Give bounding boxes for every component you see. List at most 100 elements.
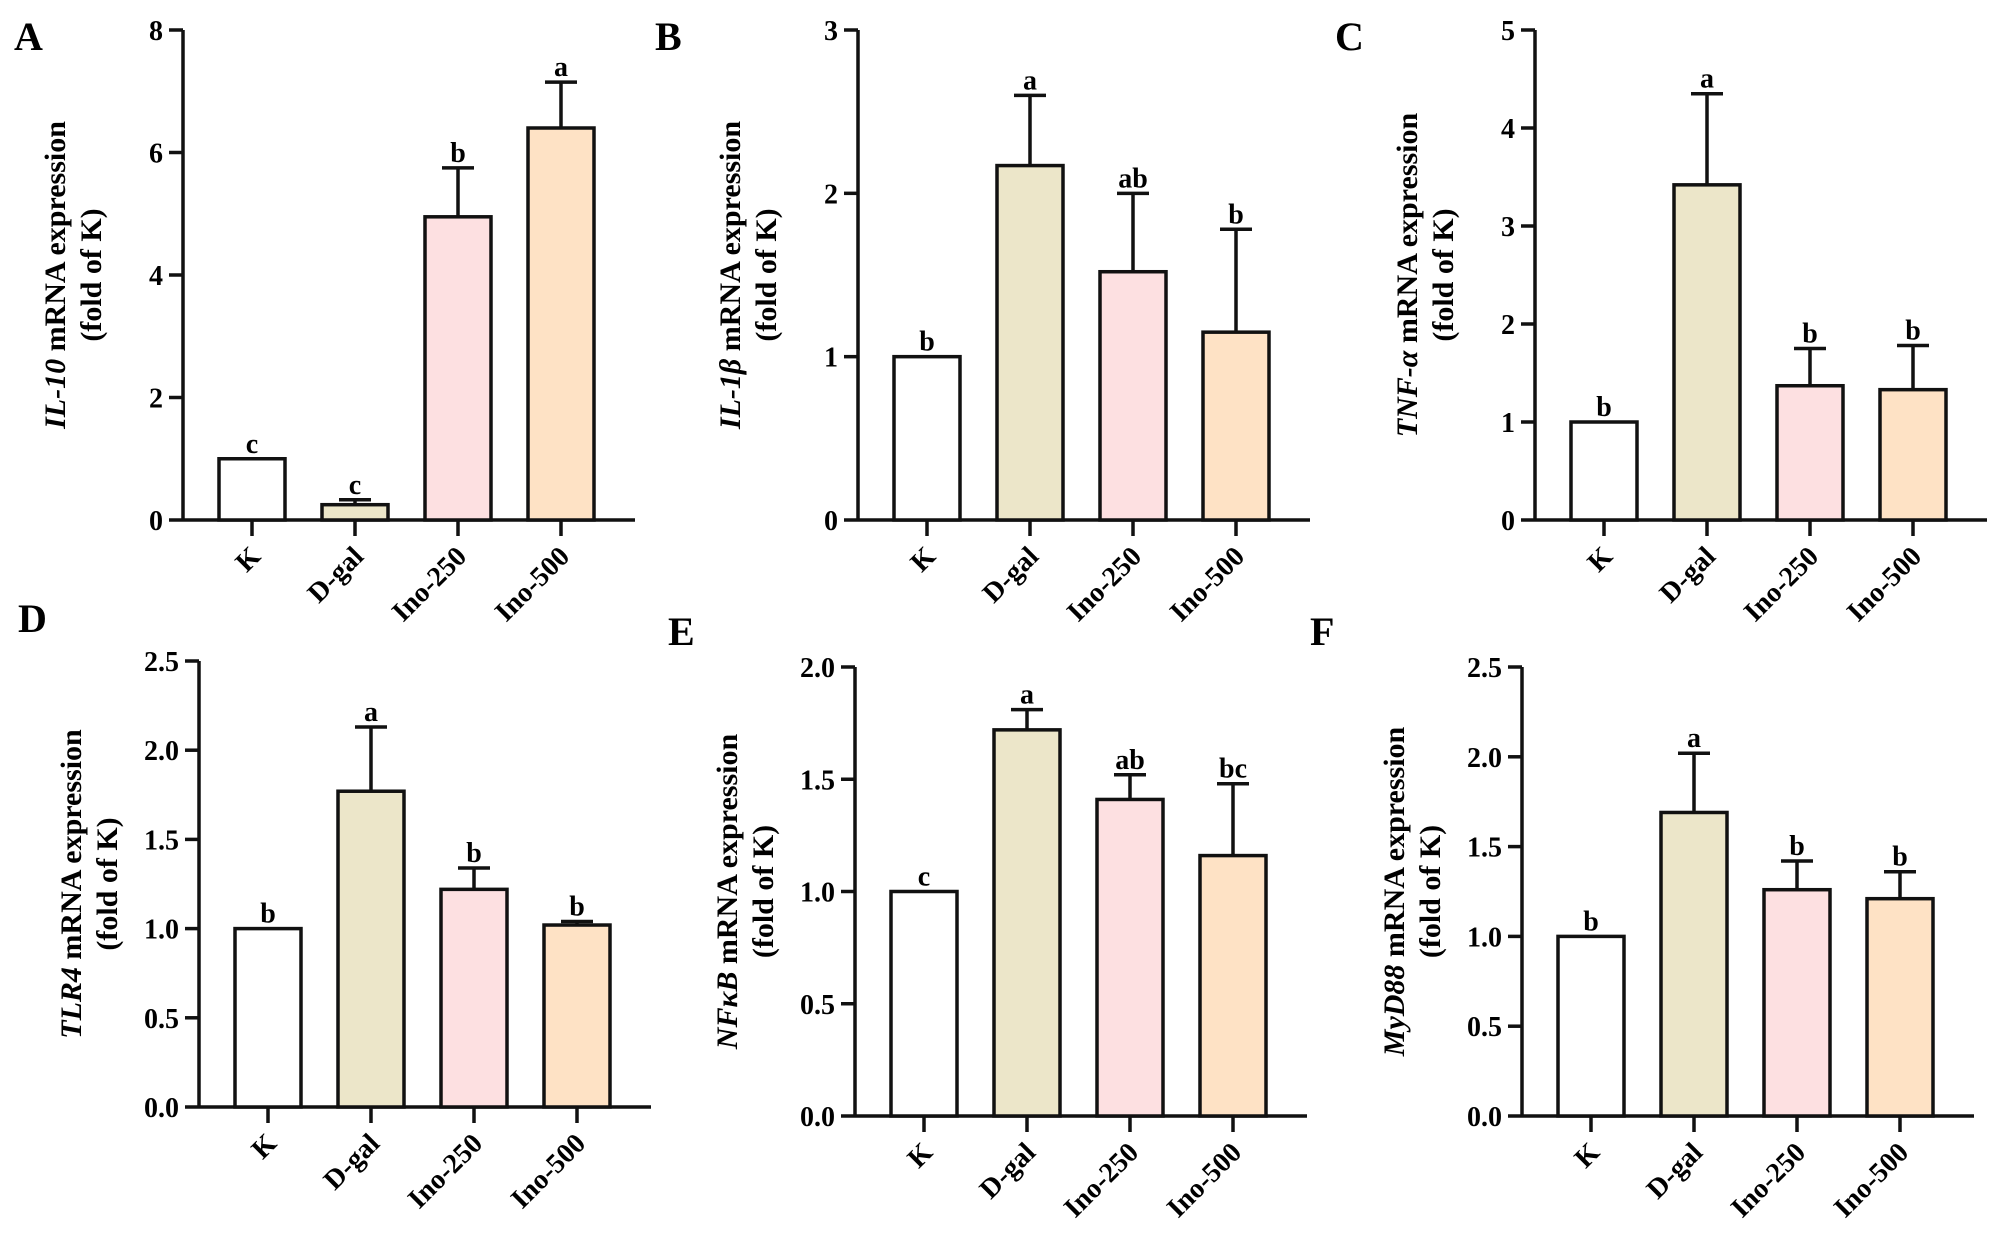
x-tick-label: Ino-500 [1828, 1137, 1915, 1224]
y-tick-label: 0.5 [800, 990, 835, 1021]
y-tick-label: 2 [1501, 310, 1515, 341]
significance-letter: b [1583, 906, 1599, 937]
panel-C: C 0 1 2 3 4 5 TNF-α mRNA expression (fold of K) b… [1335, 14, 1987, 628]
y-axis-label-line2: (fold of K) [750, 208, 783, 341]
panel-label: D [18, 596, 47, 641]
y-tick-label: 0 [149, 506, 163, 537]
significance-letter: b [569, 891, 585, 922]
gene-name: MyD88 [1378, 965, 1411, 1058]
y-tick-label: 0.5 [1467, 1012, 1502, 1043]
panel-label: A [14, 14, 43, 59]
bar-K [889, 889, 959, 1118]
significance-letter: c [246, 429, 258, 460]
x-tick-label: Ino-500 [1164, 541, 1251, 628]
y-tick-label: 0.0 [1467, 1102, 1502, 1133]
y-tick-label: 4 [149, 261, 163, 292]
significance-letter: ab [1115, 745, 1145, 776]
significance-letter: a [364, 697, 378, 728]
bar-Ino-250 [423, 215, 493, 522]
panel-B: B 0 1 2 3 IL-1β mRNA expression (fold of K) b Ka… [655, 14, 1310, 628]
y-tick-label: 0.5 [144, 1004, 179, 1035]
y-tick-label: 1.5 [800, 765, 835, 796]
bar-Ino-500 [526, 126, 596, 522]
significance-letter: a [1023, 65, 1037, 96]
y-tick-label: 2.0 [800, 653, 835, 684]
x-tick-label: K [230, 541, 267, 578]
y-axis-label-line2: (fold of K) [747, 825, 780, 958]
x-tick-label: Ino-500 [505, 1128, 592, 1215]
significance-letter: b [450, 138, 466, 169]
y-tick-label: 0.0 [800, 1102, 835, 1133]
bar-Ino-250 [439, 887, 509, 1109]
y-tick-label: 3 [1501, 212, 1515, 243]
x-tick-label: K [1582, 541, 1619, 578]
significance-letter: c [918, 862, 930, 893]
significance-letter: a [1700, 64, 1714, 95]
significance-letter: c [349, 470, 361, 501]
x-tick-label: Ino-500 [1841, 541, 1928, 628]
y-tick-label: 2.0 [144, 736, 179, 767]
x-tick-label: Ino-250 [402, 1128, 489, 1215]
bar-K [892, 354, 962, 522]
y-axis-label-line2: (fold of K) [1427, 208, 1460, 341]
significance-letter: b [1789, 831, 1805, 862]
y-label-suffix: mRNA expression [1391, 112, 1424, 350]
y-tick-label: 2 [824, 179, 838, 210]
x-tick-label: D-gal [318, 1128, 386, 1196]
bar-Ino-500 [1201, 330, 1271, 522]
y-label-suffix: mRNA expression [1378, 726, 1411, 964]
significance-letter: a [1687, 723, 1701, 754]
bar-D-gal [995, 163, 1065, 522]
significance-letter: b [466, 838, 482, 869]
panel-label: C [1335, 14, 1364, 59]
significance-letter: a [554, 52, 568, 83]
y-tick-label: 4 [1501, 114, 1515, 145]
gene-name: TLR4 [55, 967, 88, 1039]
bar-D-gal [320, 502, 390, 522]
y-tick-label: 2 [149, 384, 163, 415]
panel-label: F [1310, 609, 1334, 654]
gene-name: NFκB [711, 972, 744, 1051]
x-tick-label: Ino-250 [1725, 1137, 1812, 1224]
gene-name: TNF-α [1391, 350, 1424, 437]
x-tick-label: D-gal [302, 541, 370, 609]
y-axis-label: TLR4 mRNA expression [55, 729, 88, 1039]
y-axis-label: NFκB mRNA expression [711, 734, 744, 1051]
x-tick-label: K [1569, 1137, 1606, 1174]
x-tick-label: D-gal [977, 541, 1045, 609]
panel-E: E 0.0 0.5 1.0 1.5 2.0 NFκB mRNA expression (fol… [668, 609, 1307, 1224]
x-tick-label: D-gal [1654, 541, 1722, 609]
y-tick-label: 1.0 [800, 878, 835, 909]
y-tick-label: 1 [1501, 408, 1515, 439]
y-tick-label: 0 [824, 506, 838, 537]
bar-Ino-250 [1762, 887, 1832, 1118]
panel-A: A 0 2 4 6 8 IL-10 mRNA expression (fold of K) c K… [14, 14, 635, 628]
y-tick-label: 5 [1501, 16, 1515, 47]
significance-letter: b [1905, 316, 1921, 347]
y-axis-label: IL-1β mRNA expression [714, 121, 747, 430]
y-tick-label: 0 [1501, 506, 1515, 537]
panel-label: B [655, 14, 682, 59]
y-tick-label: 1.0 [144, 915, 179, 946]
x-tick-label: D-gal [974, 1137, 1042, 1205]
y-axis-label-line2: (fold of K) [75, 208, 108, 341]
x-tick-label: K [246, 1128, 283, 1165]
bar-Ino-250 [1098, 269, 1168, 522]
bar-Ino-250 [1775, 383, 1845, 522]
y-label-suffix: mRNA expression [711, 734, 744, 972]
x-tick-label: K [905, 541, 942, 578]
bar-Ino-500 [1865, 896, 1935, 1118]
y-tick-label: 2.5 [144, 647, 179, 678]
y-tick-label: 1.5 [144, 825, 179, 856]
panel-F: F 0.0 0.5 1.0 1.5 2.0 2.5 MyD88 mRNA expression… [1310, 609, 1974, 1224]
y-tick-label: 3 [824, 16, 838, 47]
y-axis-label: TNF-α mRNA expression [1391, 112, 1424, 437]
x-tick-label: Ino-250 [1058, 1137, 1145, 1224]
significance-letter: b [1892, 842, 1908, 873]
panel-D: D 0.0 0.5 1.0 1.5 2.0 2.5 TLR4 mRNA expression(… [18, 596, 651, 1215]
y-axis-label: MyD88 mRNA expression [1378, 726, 1411, 1057]
x-tick-label: K [902, 1137, 939, 1174]
bar-Ino-500 [542, 923, 612, 1109]
significance-letter: b [1228, 199, 1244, 230]
